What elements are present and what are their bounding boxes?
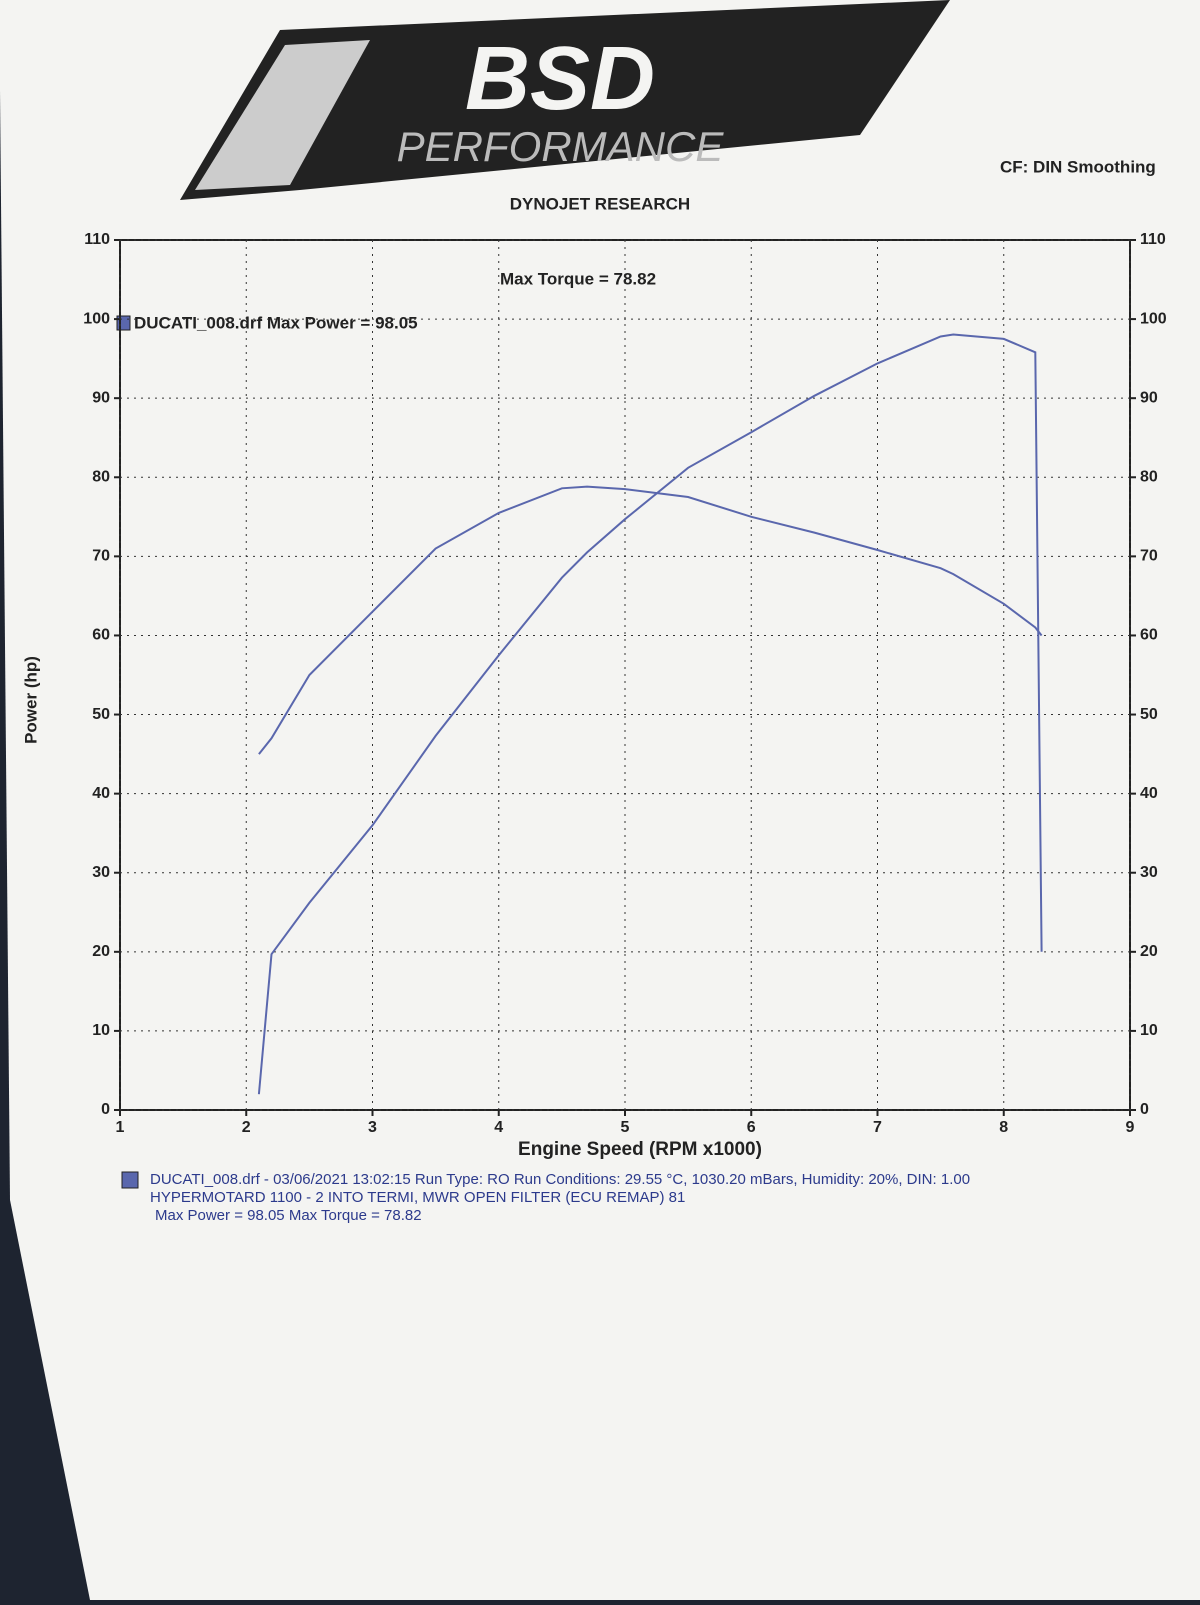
legend-extra: Max Torque = 78.82	[500, 269, 656, 288]
y-tick-label: 0	[101, 1101, 110, 1118]
x-tick-label: 4	[494, 1119, 503, 1136]
y2-tick-label: 40	[1140, 785, 1158, 802]
y2-tick-label: 0	[1140, 1101, 1149, 1118]
y2-tick-label: 70	[1140, 548, 1158, 565]
y-tick-label: 80	[92, 468, 110, 485]
y-tick-label: 70	[92, 548, 110, 565]
y-tick-label: 50	[92, 706, 110, 723]
y2-tick-label: 20	[1140, 943, 1158, 960]
y-tick-label: 100	[83, 310, 110, 327]
data-line	[258, 485, 1043, 755]
x-tick-label: 3	[368, 1119, 377, 1136]
y2-tick-label: 50	[1140, 706, 1158, 723]
x-tick-label: 1	[116, 1119, 125, 1136]
y2-tick-label: 80	[1140, 468, 1158, 485]
footer-line: HYPERMOTARD 1100 - 2 INTO TERMI, MWR OPE…	[150, 1189, 685, 1206]
y2-tick-label: 10	[1140, 1022, 1158, 1039]
legend-text: DUCATI_008.drf Max Power = 98.05	[134, 313, 418, 332]
footer-swatch	[121, 1171, 139, 1189]
y2-tick-label: 100	[1140, 310, 1167, 327]
x-tick-label: 8	[999, 1119, 1008, 1136]
x-axis-label: Engine Speed (RPM x1000)	[518, 1139, 762, 1160]
header: CF: DIN Smoothing	[1000, 157, 1156, 176]
y-tick-label: 40	[92, 785, 110, 802]
x-tick-label: 9	[1126, 1119, 1135, 1136]
y2-tick-label: 60	[1140, 627, 1158, 644]
logo-brand: BSD	[465, 29, 655, 129]
y2-tick-label: 110	[1140, 231, 1166, 248]
footer-line: Max Power = 98.05 Max Torque = 78.82	[155, 1207, 422, 1224]
y-tick-label: 10	[92, 1022, 110, 1039]
chart-title: DYNOJET RESEARCH	[510, 194, 690, 213]
y-axis-label: Power (hp)	[21, 656, 40, 744]
x-tick-label: 5	[621, 1119, 630, 1136]
y-tick-label: 20	[92, 943, 110, 960]
x-tick-label: 6	[747, 1119, 756, 1136]
y-tick-label: 30	[92, 864, 110, 881]
y2-tick-label: 30	[1140, 864, 1158, 881]
x-tick-label: 7	[873, 1119, 882, 1136]
y2-tick-label: 90	[1140, 389, 1158, 406]
footer-line: DUCATI_008.drf - 03/06/2021 13:02:15 Run…	[150, 1171, 970, 1188]
x-tick-label: 2	[242, 1119, 251, 1136]
logo: BSD PERFORMANCE	[180, 0, 950, 200]
y-tick-label: 110	[84, 231, 110, 248]
logo-tagline: PERFORMANCE	[397, 123, 725, 170]
y-tick-label: 60	[92, 627, 110, 644]
y-tick-label: 90	[92, 389, 110, 406]
